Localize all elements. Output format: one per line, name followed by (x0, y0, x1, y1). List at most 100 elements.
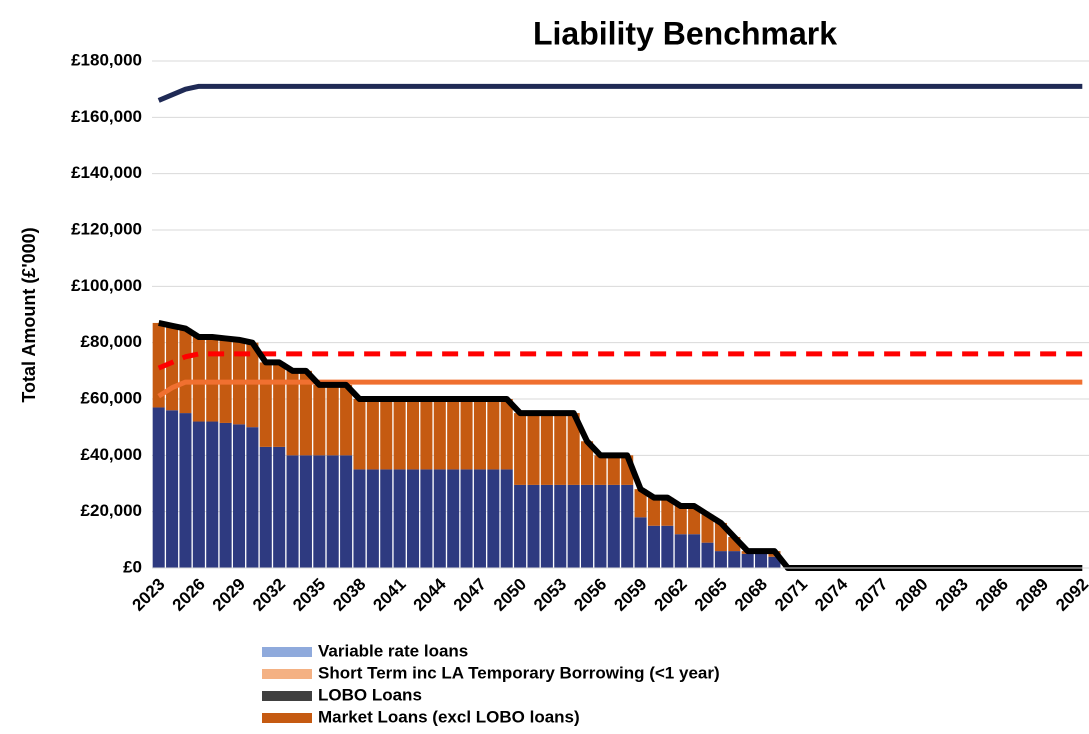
bar-segment (259, 446, 272, 568)
line-series (157, 351, 1083, 371)
bar-segment (581, 484, 594, 568)
bar-segment (607, 484, 620, 568)
bar-segment (406, 469, 420, 568)
x-tick-label: 2038 (329, 575, 369, 615)
x-tick-label: 2044 (410, 574, 451, 615)
bar-segment (246, 427, 259, 568)
bar-segment (701, 542, 714, 568)
bar-segment (728, 551, 741, 568)
bar-segment (353, 399, 366, 470)
x-tick-label: 2062 (651, 575, 691, 615)
bar-segment (487, 469, 500, 568)
bar-segment (701, 514, 714, 543)
bar-segment (661, 525, 674, 568)
legend-label: Variable rate loans (318, 641, 468, 660)
bar-segment (152, 407, 165, 568)
bar-segment (634, 489, 647, 518)
bar-segment (768, 556, 781, 568)
bar-segment (313, 455, 326, 568)
bar-segment (192, 421, 205, 568)
x-tick-label: 2083 (932, 575, 972, 615)
x-tick-label: 2041 (369, 575, 409, 615)
bar-segment (259, 362, 272, 447)
bar-segment (246, 342, 259, 428)
bar-segment (594, 484, 607, 568)
bar-segment (299, 370, 312, 456)
bar-segment (540, 484, 553, 568)
x-tick-label: 2065 (691, 575, 731, 615)
bar-segment (607, 455, 620, 485)
y-axis-label: Total Amount (£'000) (19, 227, 39, 402)
bar-segment (299, 455, 312, 568)
bar-segment (286, 370, 299, 456)
x-tick-label: 2035 (289, 575, 329, 615)
bar-segment (621, 484, 634, 568)
x-tick-label: 2053 (530, 575, 570, 615)
bar-segment (674, 534, 687, 568)
x-tick-label: 2089 (1012, 575, 1052, 615)
bar-segment (206, 421, 219, 568)
x-tick-label: 2080 (891, 575, 931, 615)
bar-segment (460, 469, 473, 568)
legend-label: Short Term inc LA Temporary Borrowing (<… (318, 663, 720, 682)
bar-segment (179, 328, 192, 414)
bar-segment (286, 455, 299, 568)
y-tick-label: £0 (123, 557, 142, 576)
chart-title: Liability Benchmark (533, 15, 837, 51)
bar-segment (340, 455, 353, 568)
y-tick-label: £100,000 (71, 276, 142, 295)
bar-segment (514, 484, 527, 568)
bar-segment (647, 497, 660, 526)
bar-segment (326, 384, 339, 456)
bar-segment (192, 337, 205, 422)
bar-segment (219, 422, 232, 568)
legend-swatch (262, 713, 312, 723)
line-series (157, 83, 1083, 103)
bar-segment (567, 413, 580, 485)
x-tick-label: 2056 (570, 575, 610, 615)
x-tick-label: 2059 (610, 575, 650, 615)
bar-segment (447, 399, 460, 470)
x-tick-label: 2050 (490, 575, 530, 615)
bar-segment (353, 469, 366, 568)
bar-segment (393, 399, 406, 470)
x-tick-label: 2032 (249, 575, 289, 615)
y-tick-label: £60,000 (81, 388, 142, 407)
bar-segment (420, 399, 433, 470)
bar-segment (406, 399, 420, 470)
legend-swatch (262, 691, 312, 701)
bar-segment (366, 469, 379, 568)
bar-segment (714, 551, 727, 568)
y-tick-label: £140,000 (71, 163, 142, 182)
bar-segment (540, 413, 553, 485)
bar-segment (567, 484, 580, 568)
x-tick-label: 2086 (972, 575, 1012, 615)
bar-segment (500, 399, 513, 470)
y-tick-label: £80,000 (81, 332, 142, 351)
bar-segment (447, 469, 460, 568)
bar-segment (514, 413, 527, 485)
bar-segment (380, 399, 393, 470)
y-tick-label: £20,000 (81, 501, 142, 520)
bar-segment (313, 384, 326, 456)
bar-segment (473, 399, 486, 470)
bar-segment (166, 325, 179, 411)
bar-segment (393, 469, 406, 568)
bar-segment (420, 469, 433, 568)
bar-segment (206, 337, 219, 422)
legend-swatch (262, 647, 312, 657)
bar-segment (500, 469, 513, 568)
bar-segment (594, 455, 607, 485)
bar-segment (554, 413, 567, 485)
bar-segment (661, 497, 674, 526)
legend-swatch (262, 669, 312, 679)
y-tick-label: £120,000 (71, 219, 142, 238)
bar-segment (433, 399, 446, 470)
x-tick-label: 2029 (209, 575, 249, 615)
bar-segment (473, 469, 486, 568)
bar-segment (554, 484, 567, 568)
bar-segment (755, 553, 768, 568)
y-tick-label: £160,000 (71, 107, 142, 126)
bar-segment (179, 413, 192, 568)
